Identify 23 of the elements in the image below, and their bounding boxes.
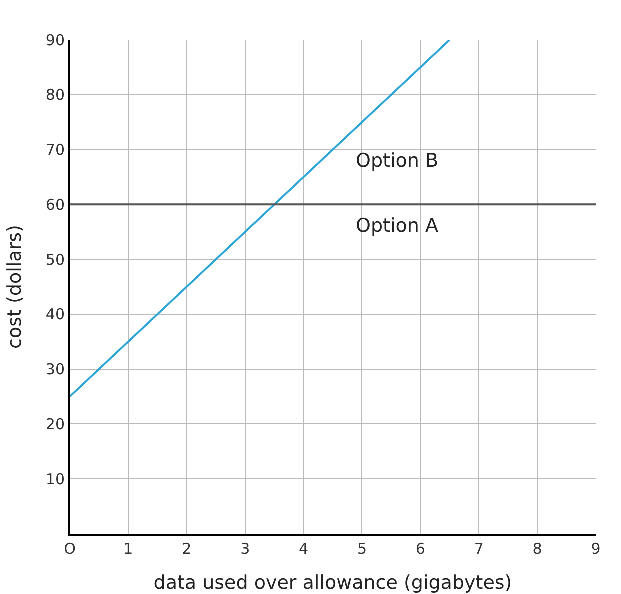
- y-tick-label: 40: [46, 306, 65, 324]
- x-tick-label: 1: [124, 540, 134, 558]
- y-tick-label: 90: [46, 31, 65, 50]
- y-tick-label: 70: [46, 141, 65, 160]
- y-tick-label: 10: [46, 470, 65, 488]
- y-tick-label: 20: [46, 415, 65, 434]
- x-tick-label: 6: [416, 540, 426, 558]
- y-axis-title: cost (dollars): [4, 225, 26, 349]
- x-tick-label: O: [64, 540, 76, 558]
- y-tick-label: 50: [46, 250, 65, 269]
- x-tick-label: 4: [299, 540, 309, 558]
- series-label: Option A: [356, 215, 438, 237]
- x-tick-label: 2: [182, 540, 192, 558]
- series-label: Option B: [356, 150, 438, 172]
- x-tick-label: 5: [357, 540, 367, 558]
- x-tick-label: 7: [474, 540, 484, 558]
- x-axis-title: data used over allowance (gigabytes): [154, 572, 512, 594]
- y-tick-label: 30: [46, 360, 65, 379]
- y-tick-label: 80: [46, 86, 65, 104]
- x-tick-label: 8: [532, 540, 542, 558]
- x-tick-label: 9: [591, 540, 601, 558]
- x-tick-label: 3: [240, 540, 250, 558]
- y-tick-label: 60: [46, 196, 65, 214]
